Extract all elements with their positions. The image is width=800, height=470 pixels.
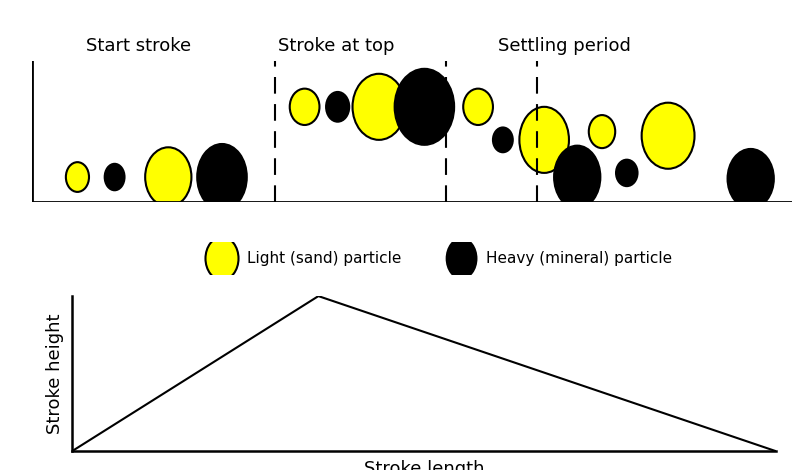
Ellipse shape (642, 102, 694, 169)
Ellipse shape (446, 239, 477, 278)
Ellipse shape (554, 146, 600, 208)
Text: Settling period: Settling period (498, 37, 630, 55)
Ellipse shape (519, 107, 569, 173)
Ellipse shape (394, 69, 454, 145)
Ellipse shape (727, 149, 774, 208)
Ellipse shape (290, 89, 319, 125)
Ellipse shape (353, 74, 406, 140)
Ellipse shape (616, 160, 638, 186)
Text: Light (sand) particle: Light (sand) particle (246, 251, 401, 266)
Text: Heavy (mineral) particle: Heavy (mineral) particle (486, 251, 673, 266)
Ellipse shape (105, 164, 125, 190)
Text: Stroke at top: Stroke at top (278, 37, 394, 55)
Y-axis label: Stroke height: Stroke height (46, 313, 64, 434)
Ellipse shape (206, 237, 238, 280)
Ellipse shape (463, 89, 493, 125)
Ellipse shape (66, 162, 89, 192)
Ellipse shape (145, 147, 191, 207)
Ellipse shape (198, 144, 246, 210)
Ellipse shape (326, 92, 350, 122)
Text: Start stroke: Start stroke (86, 37, 191, 55)
X-axis label: Stroke length: Stroke length (364, 460, 484, 470)
Ellipse shape (493, 127, 513, 152)
Ellipse shape (589, 115, 615, 148)
